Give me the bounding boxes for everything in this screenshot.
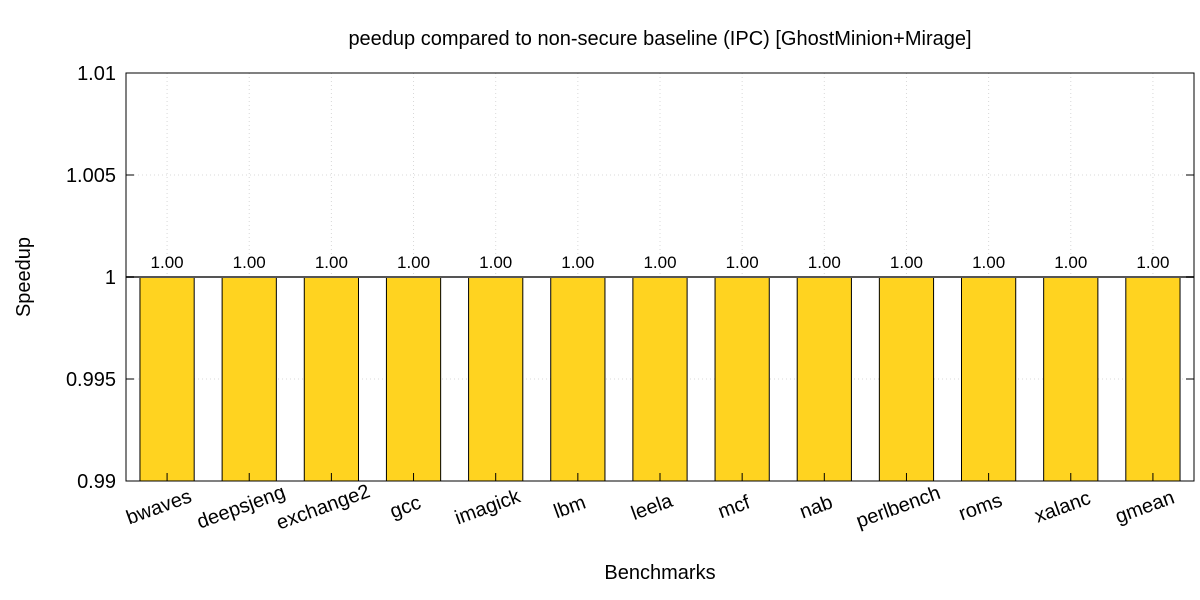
x-tick-label-lbm: lbm xyxy=(551,492,589,524)
bar-exchange2 xyxy=(303,276,359,482)
y-tick-label: 0.99 xyxy=(77,471,116,493)
chart-title: peedup compared to non-secure baseline (… xyxy=(348,28,971,50)
bar-leela xyxy=(632,276,688,482)
y-tick-label: 1 xyxy=(105,267,116,289)
bar-xalanc xyxy=(1043,276,1099,482)
x-tick-label-exchange2: exchange2 xyxy=(274,480,373,534)
bar-nab xyxy=(796,276,852,482)
x-tick-label-gcc: gcc xyxy=(387,492,424,523)
y-axis-label: Speedup xyxy=(13,237,35,317)
value-label-bwaves: 1.00 xyxy=(151,253,184,272)
x-tick-label-nab: nab xyxy=(797,491,836,523)
value-labels: 1.00 1.00 1.00 1.00 1.00 1.00 1.00 1.00 1.00 1.00… xyxy=(151,253,1170,272)
x-tick-label-leela: leela xyxy=(628,490,676,525)
value-label-gmean: 1.00 xyxy=(1136,253,1169,272)
value-label-exchange2: 1.00 xyxy=(315,253,348,272)
x-tick-label-mcf: mcf xyxy=(715,491,753,523)
x-tick-label-deepsjeng: deepsjeng xyxy=(194,481,288,533)
bar-perlbench xyxy=(878,276,935,482)
x-tick-label-roms: roms xyxy=(956,489,1005,525)
x-axis-label: Benchmarks xyxy=(604,562,715,584)
bar-lbm xyxy=(550,276,606,482)
bar-gcc xyxy=(385,276,442,482)
value-label-perlbench: 1.00 xyxy=(890,253,923,272)
value-label-xalanc: 1.00 xyxy=(1054,253,1087,272)
bar-roms xyxy=(961,276,1017,482)
x-tick-label-bwaves: bwaves xyxy=(123,485,194,529)
value-label-mcf: 1.00 xyxy=(726,253,759,272)
x-tick-label-xalanc: xalanc xyxy=(1032,487,1094,527)
value-label-lbm: 1.00 xyxy=(561,253,594,272)
value-label-gcc: 1.00 xyxy=(397,253,430,272)
bar-bwaves xyxy=(139,276,195,482)
x-tick-label-gmean: gmean xyxy=(1112,487,1177,529)
y-tick-label: 1.01 xyxy=(77,63,116,85)
x-tick-label-imagick: imagick xyxy=(452,485,524,529)
bar-imagick xyxy=(468,276,524,482)
bar-mcf xyxy=(714,276,770,482)
x-tick-label-perlbench: perlbench xyxy=(853,482,943,533)
y-tick-label: 0.995 xyxy=(66,369,116,391)
y-axis: 0.99 0.995 1 1.005 1.01 xyxy=(66,63,1194,493)
value-label-imagick: 1.00 xyxy=(479,253,512,272)
y-tick-label: 1.005 xyxy=(66,165,116,187)
bar-deepsjeng xyxy=(221,276,277,482)
value-label-roms: 1.00 xyxy=(972,253,1005,272)
bars-layer xyxy=(139,276,1181,482)
value-label-nab: 1.00 xyxy=(808,253,841,272)
bar-gmean xyxy=(1125,276,1181,482)
value-label-deepsjeng: 1.00 xyxy=(233,253,266,272)
value-label-leela: 1.00 xyxy=(643,253,676,272)
